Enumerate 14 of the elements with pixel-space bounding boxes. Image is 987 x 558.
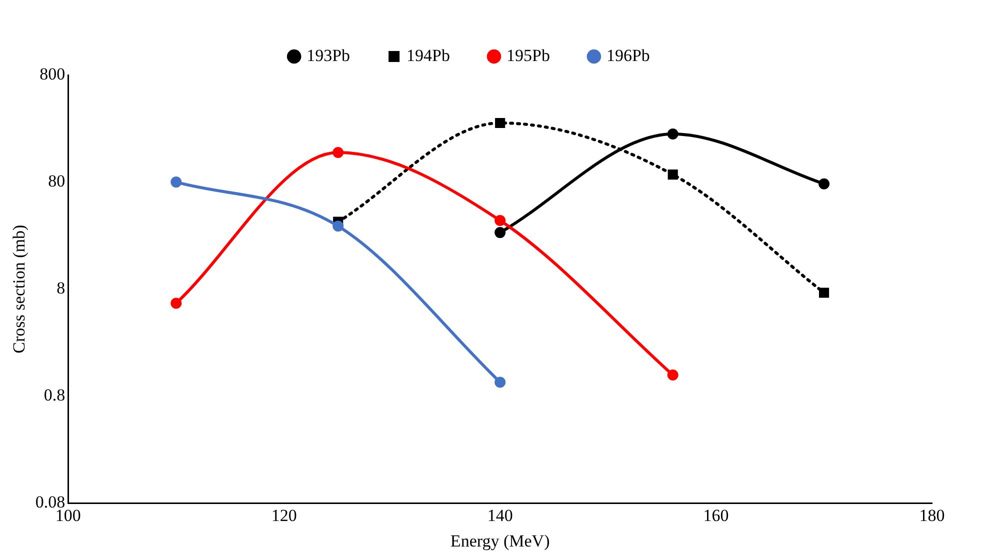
y-tick-label: 8 [56,278,66,298]
x-tick-label: 120 [271,506,297,525]
x-tick-label: 180 [919,506,945,525]
x-tick-label: 140 [487,506,513,525]
y-tick-label: 80 [48,172,66,191]
legend-label: 196Pb [606,46,650,65]
x-axis-title: Energy (MeV) [450,531,550,550]
legend-label: 193Pb [306,46,350,65]
y-tick-label: 800 [40,64,66,84]
x-tick-label: 160 [703,506,729,525]
y-tick-label: 0.8 [44,386,66,405]
legend-label: 195Pb [506,46,550,65]
y-axis-title: Cross section (mb) [10,224,29,354]
legend-label: 194Pb [406,46,450,65]
